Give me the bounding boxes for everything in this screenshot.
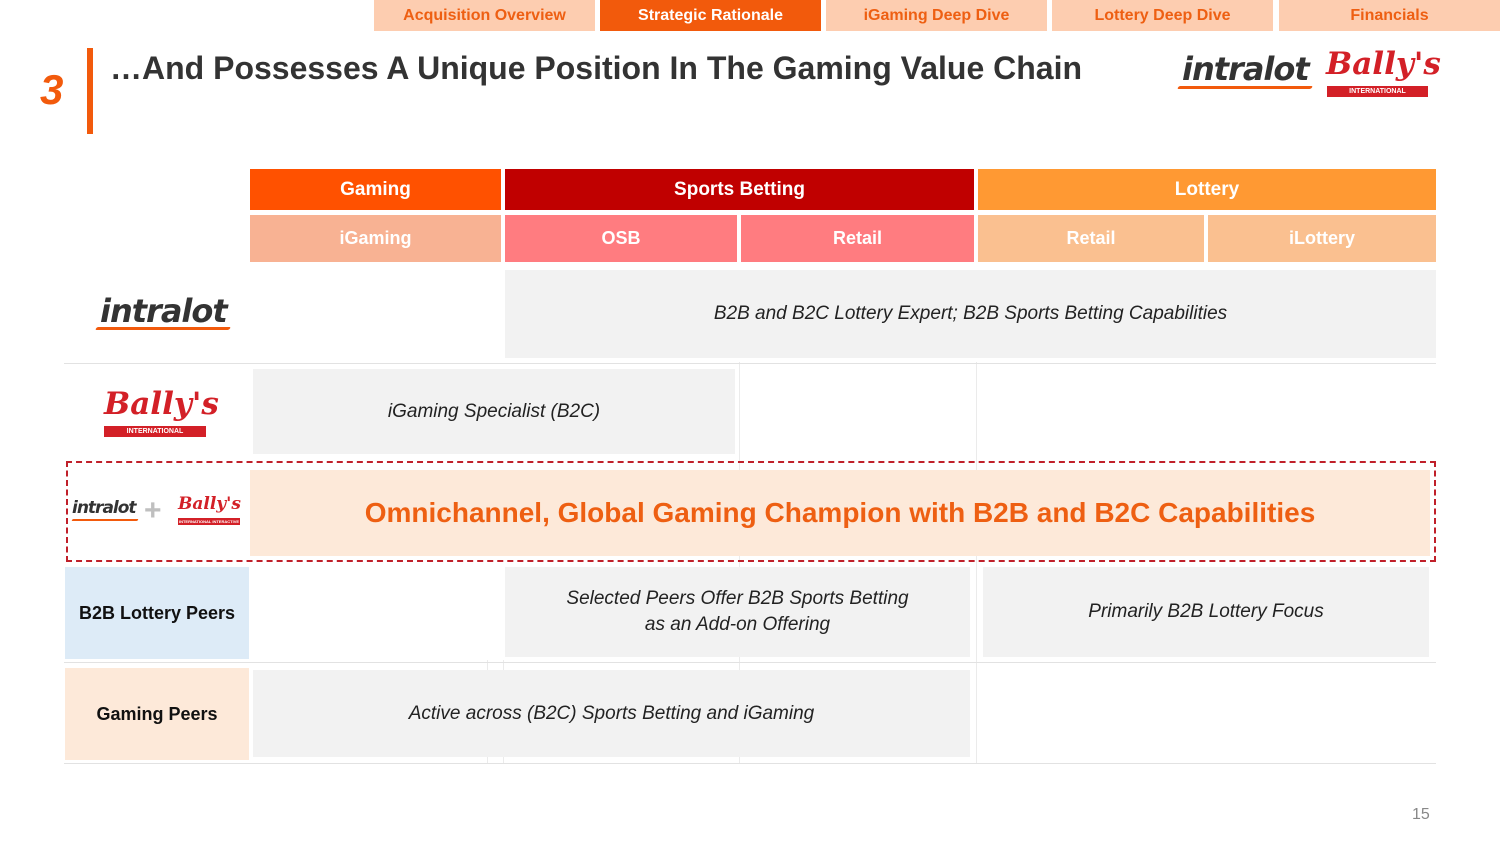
combined-highlight: Omnichannel, Global Gaming Champion with… [250, 470, 1430, 556]
page-title: …And Possesses A Unique Position In The … [110, 50, 1083, 86]
row-divider [64, 662, 1436, 663]
b2b-peers-sports-cell: Selected Peers Offer B2B Sports Betting … [505, 567, 970, 657]
combined-logos: intralot + Bally's INTERNATIONAL INTERAC… [71, 494, 242, 528]
ballys-logo-text: Bally's [1326, 46, 1441, 82]
page-number: 15 [1412, 806, 1430, 823]
subheader-sports-retail: Retail [741, 215, 974, 262]
intralot-logo: intralot [1176, 50, 1316, 94]
b2b-lottery-peers-label: B2B Lottery Peers [65, 567, 249, 659]
intralot-logo-text: intralot [100, 292, 228, 330]
subheader-ilottery: iLottery [1208, 215, 1436, 262]
title-divider [87, 48, 93, 134]
tab-financials[interactable]: Financials [1279, 0, 1500, 31]
intralot-swoosh [1177, 86, 1313, 89]
ballys-tagline: INTERNATIONAL INTERACTIVE [1327, 86, 1428, 106]
header-lottery: Lottery [978, 169, 1436, 210]
row-logo-ballys: Bally's INTERNATIONAL INTERACTIVE [102, 386, 219, 446]
ballys-tagline: INTERNATIONAL INTERACTIVE [104, 426, 206, 446]
section-number: 3 [40, 66, 64, 113]
ballys-logo-text: Bally's [104, 386, 219, 422]
intralot-swoosh [71, 519, 139, 521]
tab-lottery-deep-dive[interactable]: Lottery Deep Dive [1052, 0, 1273, 31]
ballys-logo: Bally's INTERNATIONAL INTERACTIVE [1324, 46, 1441, 106]
plus-icon: + [144, 494, 162, 527]
intralot-swoosh [95, 327, 231, 330]
row-logo-intralot: intralot [95, 292, 236, 336]
ballys-description: iGaming Specialist (B2C) [253, 369, 735, 454]
b2b-peers-lottery-cell: Primarily B2B Lottery Focus [983, 567, 1429, 657]
subheader-igaming: iGaming [250, 215, 501, 262]
column-divider [976, 362, 977, 764]
header-sports-betting: Sports Betting [505, 169, 974, 210]
tab-igaming-deep-dive[interactable]: iGaming Deep Dive [826, 0, 1047, 31]
combined-dashed-frame [66, 461, 1436, 562]
intralot-logo-text: intralot [1182, 50, 1310, 88]
ballys-tagline: INTERNATIONAL INTERACTIVE [178, 518, 240, 525]
b2b-peers-sports-line2: as an Add-on Offering [644, 614, 831, 635]
tab-strategic-rationale[interactable]: Strategic Rationale [600, 0, 821, 31]
gaming-peers-label: Gaming Peers [65, 668, 249, 760]
header-gaming: Gaming [250, 169, 501, 210]
tab-acquisition-overview[interactable]: Acquisition Overview [374, 0, 595, 31]
b2b-peers-sports-line1: Selected Peers Offer B2B Sports Betting [566, 588, 909, 609]
gaming-peers-cell: Active across (B2C) Sports Betting and i… [253, 670, 970, 757]
row-divider [64, 363, 1436, 364]
subheader-lottery-retail: Retail [978, 215, 1204, 262]
intralot-logo-text: intralot [72, 498, 137, 518]
ballys-logo-text: Bally's [178, 494, 241, 514]
intralot-description: B2B and B2C Lottery Expert; B2B Sports B… [505, 270, 1436, 358]
subheader-osb: OSB [505, 215, 737, 262]
row-divider [64, 763, 1436, 764]
column-divider [739, 362, 740, 764]
